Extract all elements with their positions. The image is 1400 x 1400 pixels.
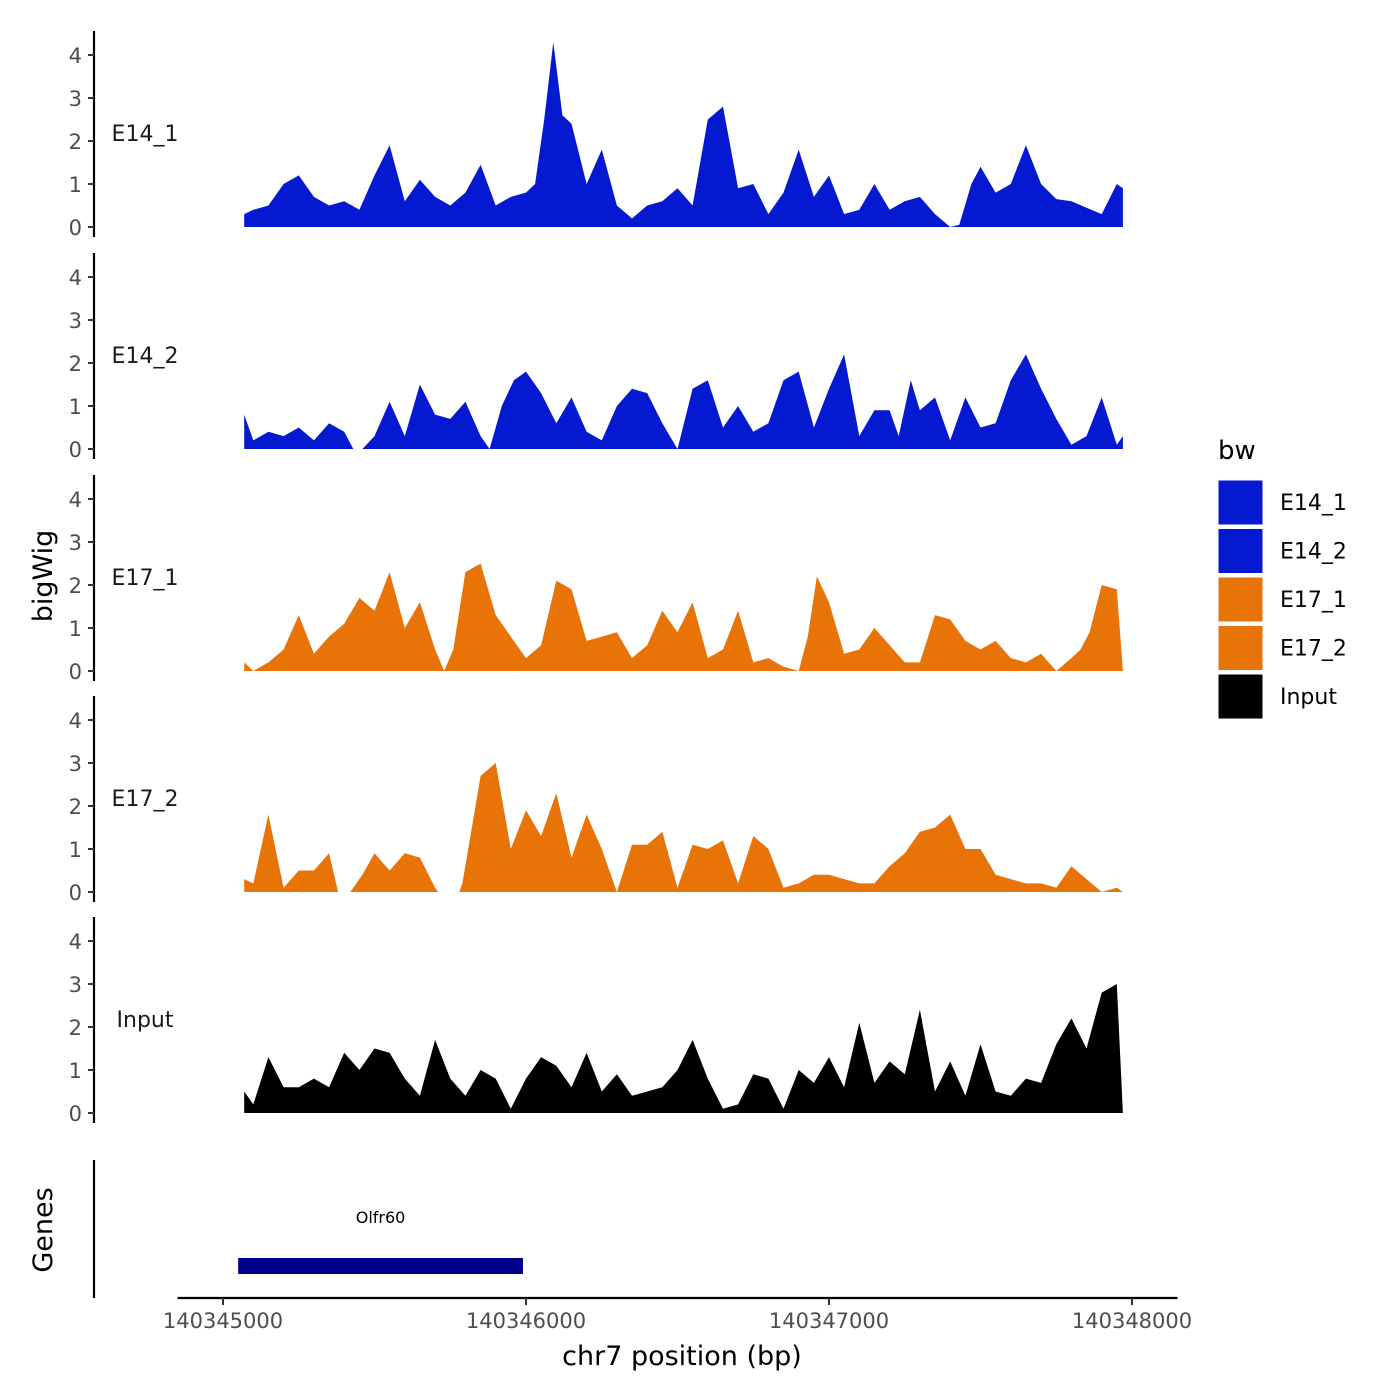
track-Input: 0 1 2 3 4 Input [69, 917, 1123, 1126]
track-E17_1: 0 1 2 3 4 E17_1 [69, 475, 1123, 684]
gene-label: Olfr60 [356, 1208, 406, 1227]
y-tick-label: 4 [69, 488, 82, 512]
x-tick-label: 140345000 [163, 1309, 283, 1333]
y-tick-label: 1 [69, 173, 82, 197]
y-axis-title: bigWig [28, 530, 59, 623]
y-tick-label: 3 [69, 531, 82, 555]
y-tick-label: 4 [69, 266, 82, 290]
legend-swatch [1217, 576, 1264, 623]
y-tick-label: 3 [69, 973, 82, 997]
y-tick-label: 4 [69, 930, 82, 954]
y-tick-label: 2 [69, 352, 82, 376]
x-tick-label: 140347000 [769, 1309, 889, 1333]
track-label: Input [117, 1008, 174, 1033]
track-label: E17_1 [112, 566, 179, 591]
legend-label: E17_1 [1280, 588, 1347, 613]
track-E14_2: 0 1 2 3 4 E14_2 [69, 253, 1123, 462]
track-label: E14_2 [112, 344, 179, 369]
y-tick-label: 1 [69, 617, 82, 641]
y-tick-label: 3 [69, 309, 82, 333]
y-tick-label: 2 [69, 574, 82, 598]
gene-panel: Olfr60 [92, 1160, 523, 1298]
track-E14_1: 0 1 2 3 4 E14_1 [69, 31, 1123, 240]
signal-area-E17_2 [244, 763, 1123, 892]
y-tick-label: 4 [69, 709, 82, 733]
legend-swatch [1217, 673, 1264, 720]
y-tick-label: 0 [69, 660, 82, 684]
legend-swatch [1217, 479, 1264, 526]
x-tick-label: 140348000 [1072, 1309, 1192, 1333]
signal-area-E14_2 [244, 354, 1123, 449]
legend-label: E14_1 [1280, 491, 1347, 516]
y-tick-label: 0 [69, 881, 82, 905]
y-tick-label: 3 [69, 752, 82, 776]
legend: bw E14_1 E14_2 E17_1 E17_2 Input [1217, 436, 1347, 720]
y-tick-label: 0 [69, 438, 82, 462]
x-axis-title: chr7 position (bp) [562, 1341, 802, 1372]
signal-area-E17_1 [244, 563, 1123, 671]
legend-title: bw [1218, 436, 1256, 466]
legend-swatch [1217, 625, 1264, 671]
x-axis: 140345000 140346000 140347000 140348000 [163, 1296, 1192, 1333]
y-tick-label: 1 [69, 1059, 82, 1083]
track-label: E14_1 [112, 122, 179, 147]
signal-area-Input [244, 984, 1123, 1113]
y-tick-label: 0 [69, 1102, 82, 1126]
gene-panel-title: Genes [28, 1187, 59, 1272]
x-tick-label: 140346000 [466, 1309, 586, 1333]
signal-tracks: 0 1 2 3 4 E14_1 0 1 2 3 4 E14_2 0 1 2 3 4 E17_1 0 1 2 3 4 E17_2… [69, 31, 1123, 1126]
y-tick-label: 1 [69, 395, 82, 419]
y-tick-label: 4 [69, 44, 82, 68]
legend-label: Input [1280, 685, 1337, 710]
track-label: E17_2 [112, 787, 179, 812]
y-tick-label: 2 [69, 795, 82, 819]
gene-bar [238, 1258, 523, 1274]
y-tick-label: 3 [69, 87, 82, 111]
legend-swatch [1217, 528, 1264, 574]
y-tick-label: 2 [69, 1016, 82, 1040]
track-E17_2: 0 1 2 3 4 E17_2 [69, 696, 1123, 905]
legend-label: E14_2 [1280, 540, 1347, 565]
y-tick-label: 2 [69, 130, 82, 154]
y-tick-label: 0 [69, 216, 82, 240]
signal-area-E14_1 [244, 42, 1123, 227]
legend-label: E17_2 [1280, 637, 1347, 662]
y-tick-label: 1 [69, 838, 82, 862]
